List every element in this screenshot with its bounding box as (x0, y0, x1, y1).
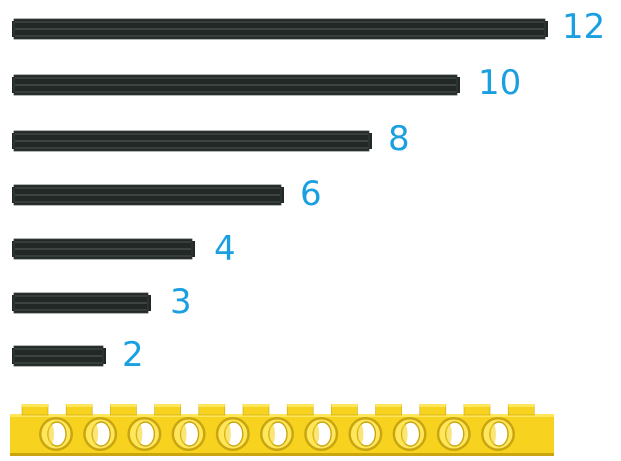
axle-10 (12, 74, 460, 96)
axle-3 (12, 292, 151, 314)
axle-6-icon (12, 184, 284, 206)
axle-6 (12, 184, 284, 206)
axle-3-icon (12, 292, 151, 314)
axle-10-icon (12, 74, 460, 96)
axle-4-icon (12, 238, 195, 260)
axle-4 (12, 238, 195, 260)
axle-2-label: 2 (122, 335, 144, 375)
axle-12-label: 12 (562, 7, 606, 47)
axle-3-label: 3 (170, 282, 192, 322)
axle-6-label: 6 (300, 174, 322, 214)
axle-8-label: 8 (388, 119, 410, 159)
technic-brick (10, 404, 554, 456)
axle-8-icon (12, 130, 372, 152)
axle-2 (12, 345, 106, 367)
technic-brick-icon (10, 404, 554, 456)
axle-12-icon (12, 18, 548, 40)
axle-4-label: 4 (214, 229, 236, 269)
axle-12 (12, 18, 548, 40)
axle-10-label: 10 (478, 63, 522, 103)
axle-2-icon (12, 345, 106, 367)
axle-8 (12, 130, 372, 152)
